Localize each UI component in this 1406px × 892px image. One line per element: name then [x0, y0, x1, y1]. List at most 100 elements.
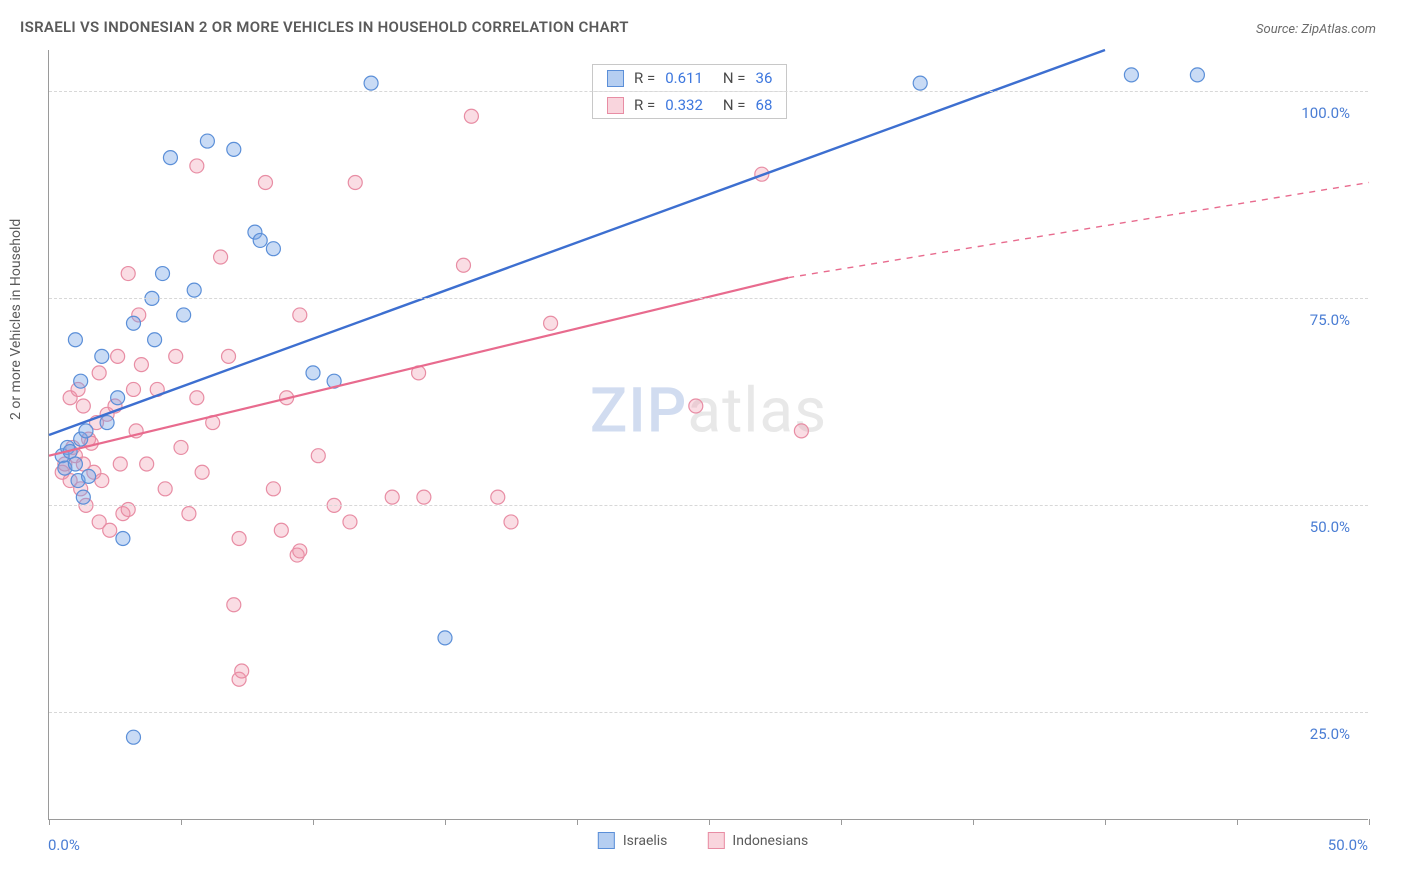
y-axis-label: 2 or more Vehicles in Household [8, 219, 24, 420]
trend-line-extrapolated [788, 182, 1369, 277]
data-point [456, 258, 470, 272]
data-point [266, 482, 280, 496]
data-point [438, 631, 452, 645]
r-value: 0.332 [665, 96, 703, 114]
y-tick-label: 50.0% [1310, 518, 1350, 536]
data-point [253, 233, 267, 247]
data-point [504, 515, 518, 529]
data-point [174, 440, 188, 454]
data-point [177, 308, 191, 322]
plot-area: ZIPatlas R = 0.611N = 36R = 0.332N = 68 … [48, 50, 1368, 820]
data-point [227, 598, 241, 612]
x-tick [709, 819, 710, 825]
data-point [76, 399, 90, 413]
x-tick [1105, 819, 1106, 825]
data-point [1124, 68, 1138, 82]
data-point [222, 349, 236, 363]
data-point [227, 142, 241, 156]
data-point [111, 391, 125, 405]
legend-swatch [707, 832, 724, 849]
data-point [156, 267, 170, 281]
x-tick [445, 819, 446, 825]
data-point [113, 457, 127, 471]
data-point [343, 515, 357, 529]
data-point [235, 664, 249, 678]
stats-row: R = 0.332 N = 68 [593, 91, 786, 118]
chart-container: ISRAELI VS INDONESIAN 2 OR MORE VEHICLES… [0, 0, 1406, 892]
data-point [214, 250, 228, 264]
x-tick [973, 819, 974, 825]
data-point [190, 391, 204, 405]
data-point [1190, 68, 1204, 82]
data-point [82, 469, 96, 483]
trend-line [49, 278, 788, 456]
x-axis-max-label: 50.0% [1328, 836, 1368, 854]
gridline [49, 505, 1368, 506]
data-point [187, 283, 201, 297]
data-point [913, 76, 927, 90]
y-tick-label: 100.0% [1301, 104, 1350, 122]
gridline [49, 712, 1368, 713]
data-point [348, 175, 362, 189]
data-point [689, 399, 703, 413]
data-point [200, 134, 214, 148]
data-point [95, 474, 109, 488]
stats-row: R = 0.611 N = 36 [593, 65, 786, 91]
data-point [232, 531, 246, 545]
data-point [100, 416, 114, 430]
data-point [169, 349, 183, 363]
n-value: 68 [756, 96, 773, 114]
data-point [76, 490, 90, 504]
data-point [274, 523, 288, 537]
x-axis-min-label: 0.0% [48, 836, 80, 854]
data-point [140, 457, 154, 471]
data-point [68, 457, 82, 471]
data-point [79, 424, 93, 438]
data-point [364, 76, 378, 90]
data-point [417, 490, 431, 504]
gridline [49, 91, 1368, 92]
x-tick [313, 819, 314, 825]
data-point [195, 465, 209, 479]
data-point [266, 242, 280, 256]
series-legend: Israelis Indonesians [598, 832, 808, 849]
gridline [49, 298, 1368, 299]
legend-label: Israelis [623, 833, 668, 849]
data-point [311, 449, 325, 463]
data-point [95, 349, 109, 363]
data-point [190, 159, 204, 173]
data-point [126, 316, 140, 330]
data-point [491, 490, 505, 504]
n-label: N = [723, 69, 746, 87]
data-point [116, 531, 130, 545]
x-tick [1237, 819, 1238, 825]
y-tick-label: 25.0% [1310, 725, 1350, 743]
plot-svg [49, 50, 1368, 819]
y-tick-label: 75.0% [1310, 311, 1350, 329]
data-point [385, 490, 399, 504]
data-point [158, 482, 172, 496]
x-tick [181, 819, 182, 825]
data-point [126, 730, 140, 744]
data-point [293, 544, 307, 558]
data-point [121, 267, 135, 281]
r-value: 0.611 [665, 69, 703, 87]
legend-swatch [607, 70, 624, 87]
r-label: R = [634, 96, 655, 114]
r-label: R = [634, 69, 655, 87]
x-tick [841, 819, 842, 825]
data-point [258, 175, 272, 189]
legend-label: Indonesians [732, 833, 808, 849]
n-value: 36 [756, 69, 773, 87]
x-tick [49, 819, 50, 825]
data-point [794, 424, 808, 438]
data-point [182, 507, 196, 521]
data-point [126, 382, 140, 396]
data-point [163, 151, 177, 165]
data-point [544, 316, 558, 330]
x-tick [577, 819, 578, 825]
data-point [134, 358, 148, 372]
n-label: N = [723, 96, 746, 114]
source-attribution: Source: ZipAtlas.com [1256, 22, 1376, 37]
legend-item: Israelis [598, 832, 668, 849]
